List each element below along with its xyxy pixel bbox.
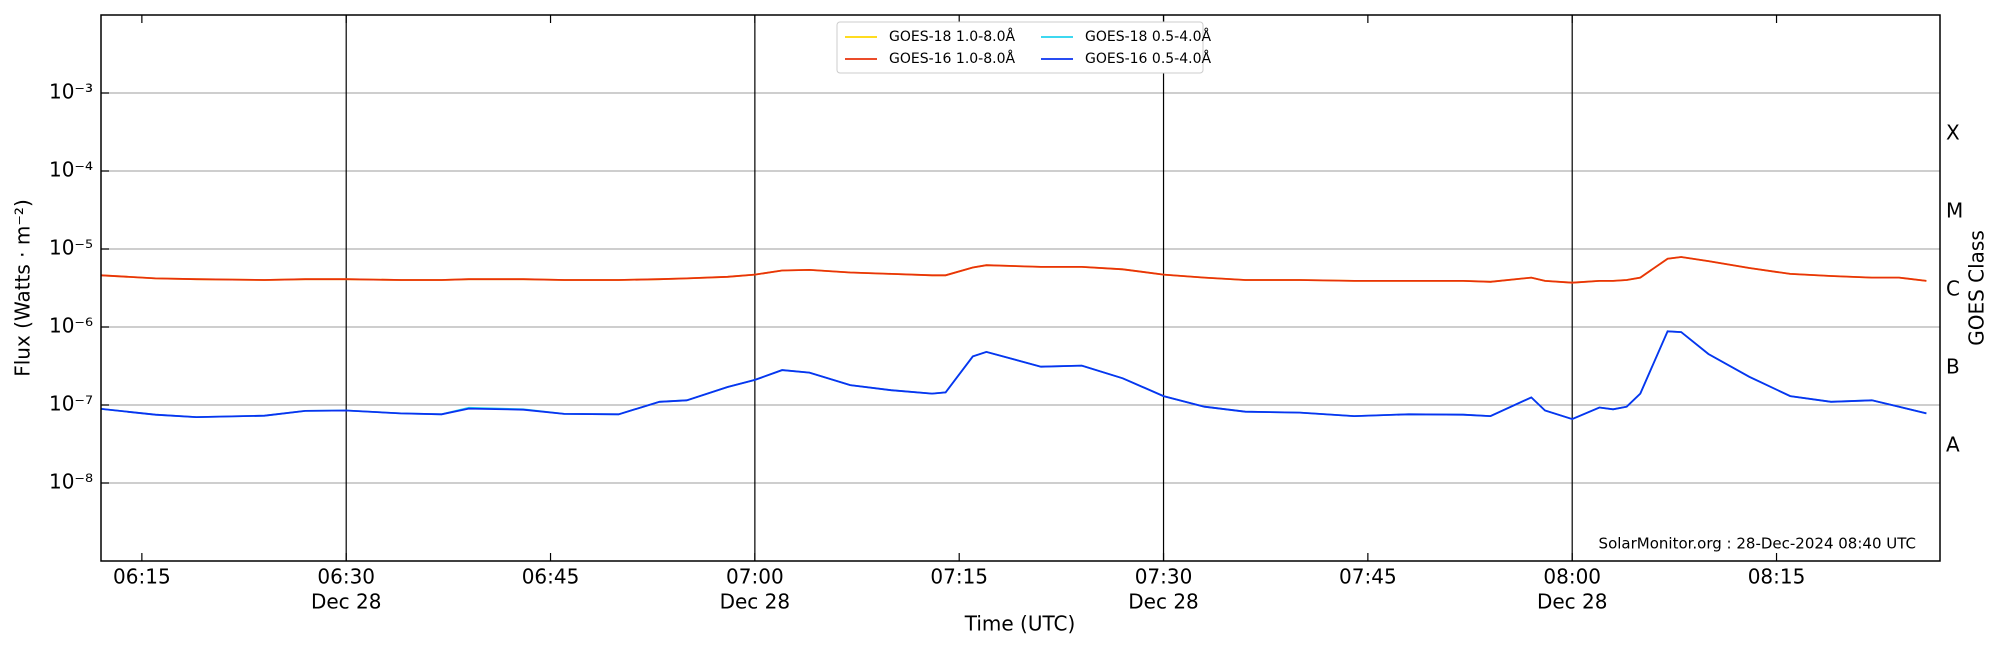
y-tick-label: 10⁻³ <box>49 80 93 104</box>
x-tick-label: 08:15 <box>1748 565 1806 589</box>
x-tick-label: 07:00 <box>726 565 784 589</box>
series-line <box>100 256 1927 284</box>
y-tick-label: 10⁻⁵ <box>49 236 93 260</box>
y-tick-label: 10⁻⁴ <box>49 158 93 182</box>
legend-label: GOES-16 1.0-8.0Å <box>889 50 1015 67</box>
y-tick-label: 10⁻⁷ <box>49 392 93 416</box>
legend-label: GOES-18 0.5-4.0Å <box>1085 28 1211 45</box>
x-tick-label: 06:30 <box>317 565 375 589</box>
x-tick-label: 07:45 <box>1339 565 1397 589</box>
legend-box <box>836 21 1204 74</box>
y-tick-label: 10⁻⁸ <box>49 470 93 494</box>
plot-frame <box>100 14 1941 562</box>
series-line <box>100 330 1927 421</box>
y2-tick-label: A <box>1946 432 1960 456</box>
y2-tick-label: X <box>1946 120 1960 144</box>
y2-axis-label: GOES Class <box>1965 230 1989 346</box>
x-tick-label: 07:30 <box>1135 565 1193 589</box>
y-tick-label: 10⁻⁶ <box>49 314 93 338</box>
x-tick-label: 07:15 <box>930 565 988 589</box>
x-axis-label: Time (UTC) <box>964 612 1076 636</box>
y-axis-label: Flux (Watts · m⁻²) <box>11 199 35 377</box>
y2-tick-label: C <box>1946 276 1960 300</box>
x-tick-label: Dec 28 <box>311 590 382 614</box>
legend-label: GOES-16 0.5-4.0Å <box>1085 50 1211 67</box>
series-line <box>100 330 1927 421</box>
x-tick-label: Dec 28 <box>720 590 791 614</box>
y2-tick-label: B <box>1946 354 1960 378</box>
y2-tick-label: M <box>1946 198 1963 222</box>
x-tick-label: Dec 28 <box>1537 590 1608 614</box>
x-tick-label: 06:15 <box>113 565 171 589</box>
legend-label: GOES-18 1.0-8.0Å <box>889 28 1015 45</box>
x-tick-label: 06:45 <box>522 565 580 589</box>
x-tick-label: 08:00 <box>1543 565 1601 589</box>
annotation: SolarMonitor.org : 28-Dec-2024 08:40 UTC <box>1599 535 1916 553</box>
x-tick-label: Dec 28 <box>1128 590 1199 614</box>
